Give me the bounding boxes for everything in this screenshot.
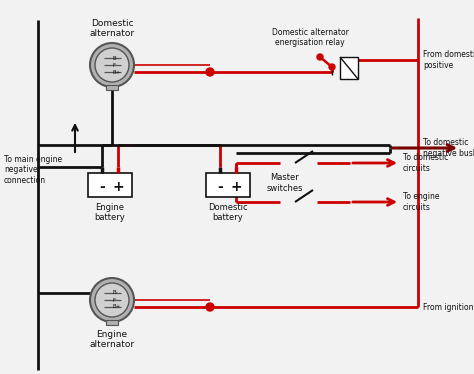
Text: Engine
alternator: Engine alternator [90,330,135,349]
Bar [106,85,118,90]
Circle shape [95,283,129,317]
Text: To main engine
negative
connection: To main engine negative connection [4,155,62,185]
Text: To domestic
negative busbar: To domestic negative busbar [423,138,474,158]
Text: B-: B- [113,55,118,61]
Text: -: - [99,180,105,194]
Circle shape [206,68,214,76]
Circle shape [90,278,134,322]
Text: +: + [112,180,124,194]
Text: Master
switches: Master switches [267,173,303,193]
Circle shape [329,64,335,70]
Bar [88,173,132,197]
Text: B+: B+ [113,70,121,74]
Circle shape [95,48,129,82]
Text: From domestic
positive: From domestic positive [423,50,474,70]
Text: F: F [113,62,116,67]
Text: F: F [113,297,116,303]
Text: Domestic
battery: Domestic battery [208,203,248,223]
Bar [106,320,118,325]
Text: B-: B- [113,291,118,295]
Text: -: - [217,180,223,194]
Text: Domestic
alternator: Domestic alternator [90,19,135,38]
Bar [206,173,250,197]
Circle shape [317,54,323,60]
Circle shape [206,303,214,311]
Text: Engine
battery: Engine battery [95,203,126,223]
Text: To domestic
circuits: To domestic circuits [403,153,448,173]
Text: From ignition switch: From ignition switch [423,303,474,312]
Text: B+: B+ [113,304,121,310]
Bar [340,57,358,79]
Circle shape [90,43,134,87]
Text: To engine
circuits: To engine circuits [403,192,439,212]
Text: +: + [230,180,242,194]
Text: Domestic alternator
energisation relay: Domestic alternator energisation relay [272,28,348,47]
